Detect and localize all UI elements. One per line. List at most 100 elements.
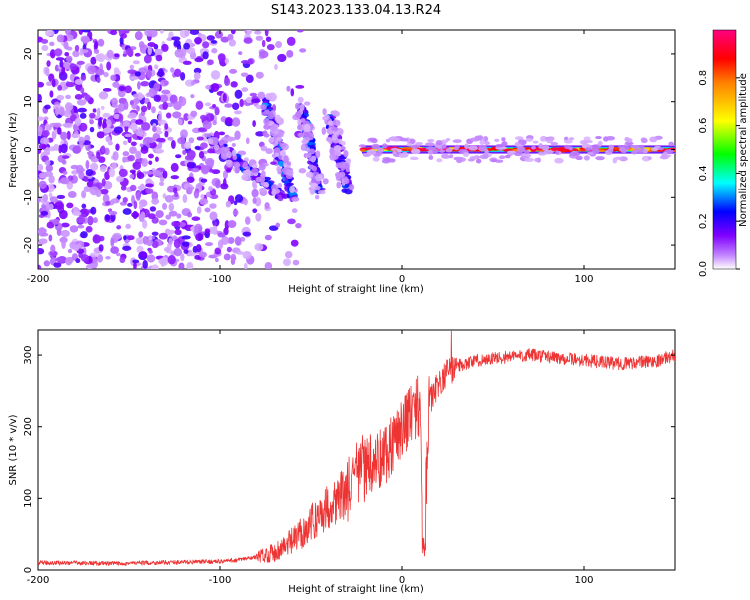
spectral-blob [95,53,103,62]
spectral-blob [117,103,126,112]
spectral-blob [146,30,151,37]
spectral-blob [166,229,175,234]
spectral-blob [233,110,242,115]
spectral-blob [591,144,600,150]
spectral-blob [85,160,90,170]
bottom-y-ticks: 0 100 200 300 [23,346,675,573]
spectral-blob [38,197,42,203]
spectral-blob [242,231,252,237]
spectral-blob [656,149,667,152]
spectral-blob [98,91,109,100]
spectral-blob [127,202,133,207]
spectral-blob [243,262,248,269]
spectral-blob [439,149,446,153]
spectral-blob [82,44,87,51]
spectral-blob [44,30,55,37]
spectral-blob [127,135,132,144]
spectral-blob [345,158,352,165]
colorbar-tick-label: 0.4 [698,165,709,181]
spectral-blob [72,145,82,154]
spectral-blob [89,119,95,125]
spectral-blob [265,148,273,155]
colorbar-tick-label: 0.6 [698,118,709,134]
spectral-blob [195,100,204,110]
spectral-blob [60,177,70,185]
spectral-blob [104,147,110,156]
spectral-blob [297,124,302,131]
spectral-blob [123,100,129,110]
spectral-blob [225,168,232,173]
spectral-blob [162,170,168,179]
spectral-blob [207,139,215,144]
spectral-blob [120,33,128,39]
spectral-blob [204,228,211,234]
spectral-blob [200,165,210,174]
spectral-blob [143,54,152,64]
spectral-blob [477,135,484,141]
spectral-blob [202,119,212,130]
spectral-blob [574,149,579,152]
spectral-blob [258,163,266,171]
spectral-blob [152,125,157,133]
spectral-blob [46,221,55,229]
spectral-blob [42,193,49,203]
spectral-blob [145,238,154,247]
spectral-blob [147,46,152,56]
spectral-blob [335,162,343,169]
spectral-blob [295,102,300,110]
spectral-blob [210,70,221,80]
spectral-blob [80,254,90,262]
spectral-blob [631,150,638,155]
spectral-blob [57,127,62,135]
spectral-blob [54,201,65,210]
spectral-blob [123,235,127,241]
spectral-blob [479,154,489,160]
spectral-blob [102,112,111,118]
spectral-blob [296,30,304,33]
spectral-blob [55,106,59,116]
spectral-blob [122,140,128,146]
spectral-blob [60,131,68,141]
spectral-blob [641,138,648,143]
spectral-blob [288,191,297,196]
spectral-blob [264,30,269,37]
spectral-blob [80,231,88,239]
spectral-blob [66,181,73,190]
spectral-blob [532,140,539,144]
spectral-blob [251,188,259,198]
spectral-blob [322,178,329,185]
spectral-blob [81,246,87,256]
spectral-blob [225,200,232,208]
spectral-blob [366,149,377,156]
spectral-blob [61,222,70,228]
spectral-blob [137,185,147,191]
spectral-blob [64,52,70,57]
spectral-blob [314,185,321,191]
spectral-blob [38,238,48,245]
spectral-blob [45,164,54,173]
spectral-blob [287,218,296,225]
spectral-blob [305,171,314,178]
spectral-blob [75,258,81,264]
spectral-blob [259,187,267,193]
spectral-blob [105,214,111,221]
spectral-blob [389,136,398,142]
spectral-blob [80,87,85,94]
spectral-blob [252,208,258,213]
spectral-blob [81,30,91,33]
spectral-blob [132,93,139,98]
spectral-blob [298,168,307,174]
spectral-blob [118,85,126,92]
spectral-blob [290,239,299,247]
spectral-blob [401,147,415,150]
spectral-blob [238,51,243,55]
spectral-blob [122,208,132,215]
y-tick-label: 300 [23,346,34,365]
spectral-blob [60,229,70,238]
spectral-blob [625,141,634,146]
spectral-blob [207,59,214,66]
spectral-blob [100,188,109,195]
spectral-blob [521,155,529,159]
spectral-blob [177,137,186,145]
spectral-blob [50,244,56,253]
